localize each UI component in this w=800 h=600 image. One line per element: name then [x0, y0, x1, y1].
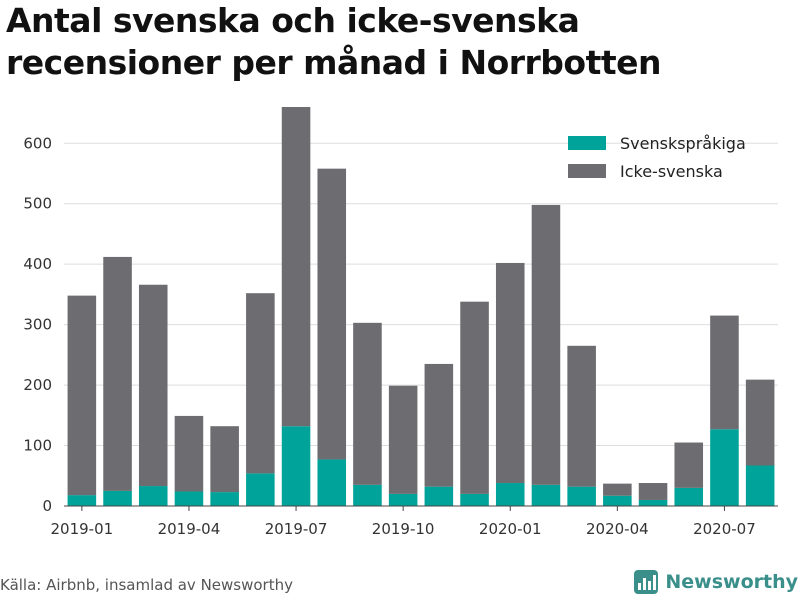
bar-svenskspraakiga-2019-08 [317, 459, 347, 506]
axes: 0 100 200 300 400 500 600 2019-01 2019-04 2019-07… [23, 134, 778, 538]
y-tick-label: 400 [23, 255, 52, 273]
bar-icke-svenska-2019-03 [138, 284, 168, 487]
x-tick-label: 2019-10 [372, 520, 435, 538]
bar-svenskspraakiga-2019-09 [353, 484, 382, 506]
y-tick-label: 600 [23, 134, 52, 152]
bar-svenskspraakiga-2019-05 [210, 492, 239, 506]
bar-svenskspraakiga-2020-04 [603, 495, 632, 506]
y-tick-label: 200 [23, 376, 52, 394]
bar-icke-svenska-2019-08 [317, 168, 347, 460]
bar-svenskspraakiga-2019-06 [246, 473, 275, 506]
bar-svenskspraakiga-2019-11 [424, 486, 454, 506]
bar-svenskspraakiga-2019-12 [460, 493, 489, 506]
bar-icke-svenska-2019-01 [67, 295, 97, 496]
x-tick-label: 2020-04 [586, 520, 649, 538]
source-note: Källa: Airbnb, insamlad av Newsworthy [0, 576, 293, 594]
x-tick-label: 2020-07 [693, 520, 756, 538]
chart-title: Antal svenska och icke-svenska recension… [6, 1, 662, 82]
bar-svenskspraakiga-2020-07 [710, 429, 739, 506]
bar-icke-svenska-2019-07 [281, 107, 311, 427]
legend: Svenskspråkiga Icke-svenska [568, 134, 746, 181]
gridlines [64, 142, 778, 507]
bar-svenskspraakiga-2019-10 [388, 493, 418, 506]
y-tick-label: 0 [42, 497, 52, 515]
bar-svenskspraakiga-2020-01 [495, 483, 525, 506]
bar-icke-svenska-2019-10 [388, 385, 418, 494]
bar-icke-svenska-2019-12 [460, 301, 489, 494]
bar-icke-svenska-2020-04 [603, 483, 632, 496]
bar-icke-svenska-2020-05 [638, 483, 668, 500]
bar-icke-svenska-2019-06 [246, 293, 275, 474]
legend-swatch-icke-svenska [568, 164, 606, 178]
x-tick-label: 2019-04 [158, 520, 221, 538]
bars [67, 107, 775, 506]
bar-icke-svenska-2020-07 [710, 315, 739, 430]
newsworthy-logo-icon [634, 570, 659, 594]
bar-svenskspraakiga-2019-04 [174, 491, 204, 506]
bar-icke-svenska-2020-06 [674, 442, 704, 488]
bar-svenskspraakiga-2020-05 [638, 499, 668, 506]
x-tick-label: 2019-01 [51, 520, 114, 538]
bar-svenskspraakiga-2019-01 [67, 495, 97, 506]
x-tick-label: 2020-01 [479, 520, 542, 538]
bar-icke-svenska-2020-03 [567, 345, 596, 487]
bar-svenskspraakiga-2019-02 [103, 490, 132, 506]
bar-icke-svenska-2020-02 [531, 204, 561, 485]
brand-name: Newsworthy [665, 571, 798, 593]
legend-swatch-svenskspraakiga [568, 136, 606, 150]
bar-icke-svenska-2019-05 [210, 426, 239, 493]
bar-svenskspraakiga-2020-03 [567, 486, 596, 506]
y-tick-label: 300 [23, 316, 52, 334]
bar-svenskspraakiga-2020-06 [674, 487, 704, 506]
y-tick-label: 100 [23, 437, 52, 455]
x-tick-label: 2019-07 [265, 520, 328, 538]
bar-icke-svenska-2019-02 [103, 256, 132, 491]
bar-icke-svenska-2019-11 [424, 363, 454, 487]
bar-icke-svenska-2019-04 [174, 415, 204, 492]
bar-svenskspraakiga-2019-07 [281, 426, 311, 506]
bar-svenskspraakiga-2020-08 [745, 465, 775, 506]
y-tick-label: 500 [23, 195, 52, 213]
bar-svenskspraakiga-2020-02 [531, 484, 561, 506]
legend-label-icke-svenska: Icke-svenska [620, 162, 723, 181]
bar-icke-svenska-2020-08 [745, 379, 775, 466]
bar-svenskspraakiga-2019-03 [138, 486, 168, 506]
legend-label-svenskspraakiga: Svenskspråkiga [620, 134, 746, 153]
stacked-bar-chart: 0 100 200 300 400 500 600 2019-01 2019-04 2019-07… [23, 107, 778, 538]
bar-icke-svenska-2019-09 [353, 322, 382, 485]
brand-logo[interactable]: Newsworthy [633, 567, 798, 597]
bar-icke-svenska-2020-01 [495, 262, 525, 484]
